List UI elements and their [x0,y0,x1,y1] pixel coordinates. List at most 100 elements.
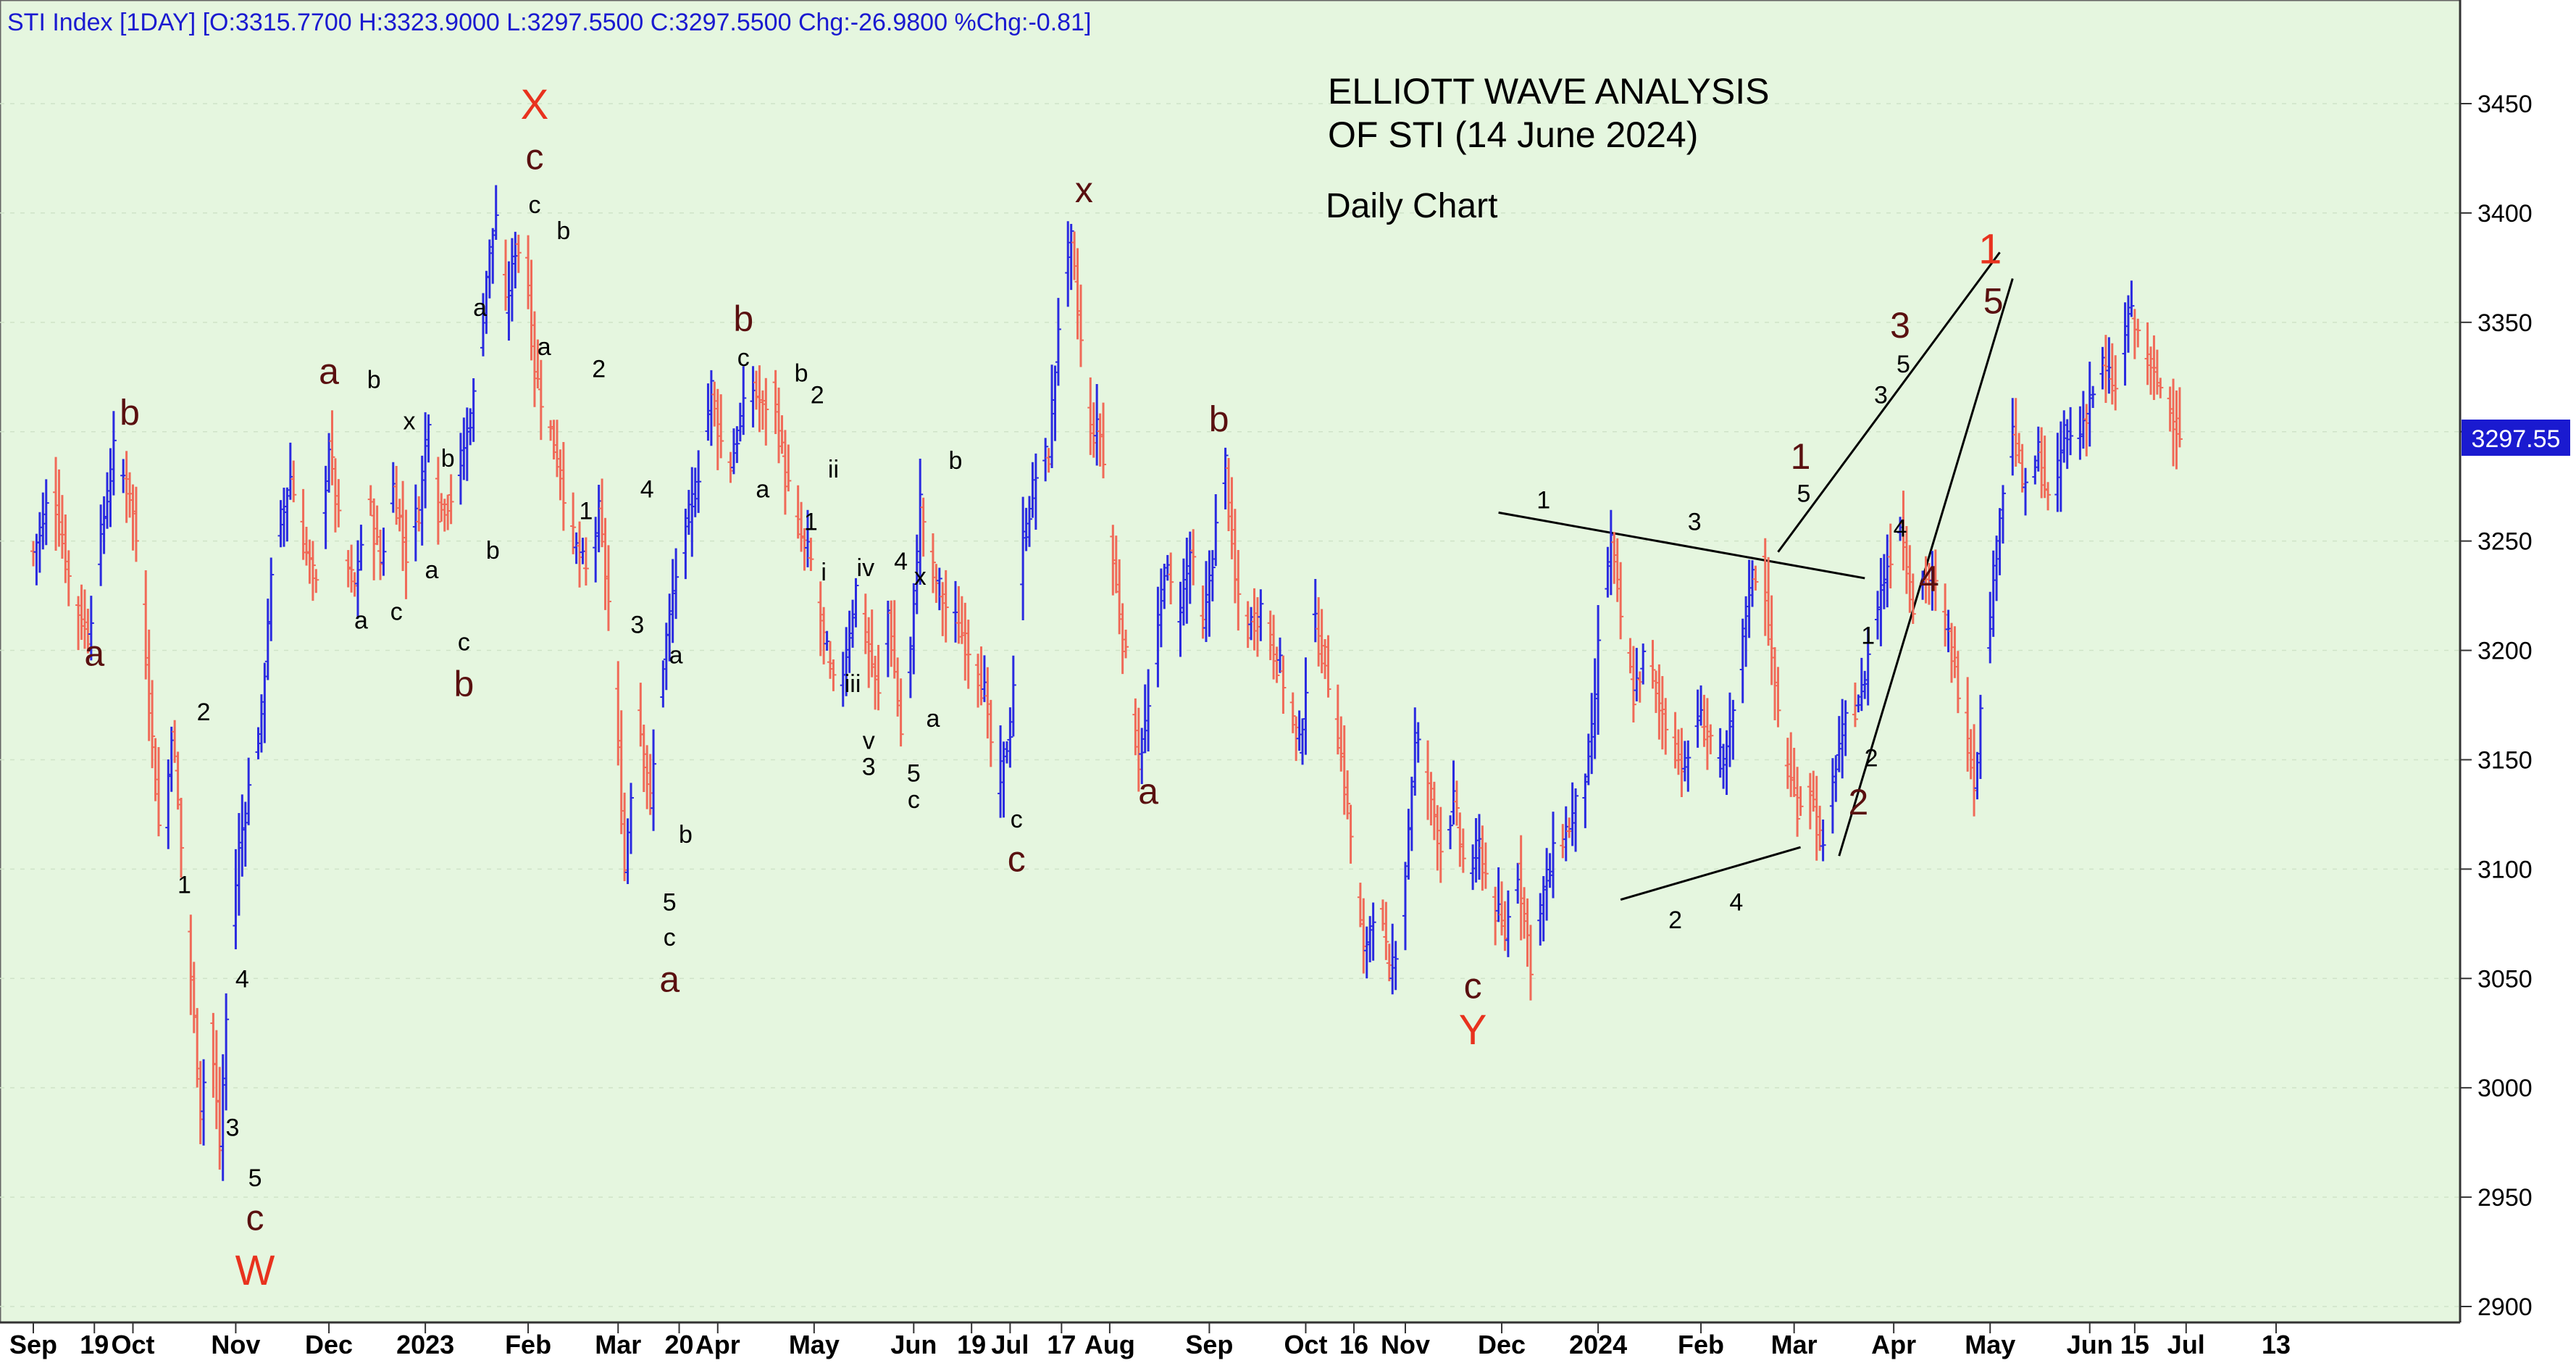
wave-label: a [84,633,104,674]
price-bar [1775,667,1781,728]
wave-label: 2 [1848,782,1868,822]
wave-label: c [390,598,403,625]
x-tick-label: Oct [1284,1330,1327,1359]
price-bar [1999,485,2006,544]
price-bar [1007,707,1013,768]
price-bar [917,458,924,586]
x-tick-label: Jul [2167,1330,2205,1359]
wave-label: 5 [1797,480,1811,507]
wave-label: Y [1459,1007,1487,1054]
wave-label: X [521,81,549,128]
wave-label: c [525,137,543,178]
y-tick-label: 2900 [2477,1293,2533,1321]
price-bar [88,596,94,661]
wave-label: iv [857,554,875,582]
wave-label: a [354,607,368,634]
wave-label: v [863,727,875,754]
wave-label: x [403,408,415,436]
price-bar [538,359,544,441]
y-tick-label: 3250 [2477,528,2533,556]
price-bar [425,414,432,463]
price-bar [1910,573,1916,624]
x-tick-label: Jun [890,1330,937,1359]
price-bar [1618,562,1624,640]
x-tick-label: Dec [305,1330,353,1359]
price-bar [1887,523,1894,589]
price-bar [1550,812,1557,899]
plot-background [0,0,2462,1324]
price-bar [1730,699,1736,760]
price-bar [1258,589,1264,641]
wave-label: 1 [804,509,818,536]
wave-label: 5 [663,889,677,917]
chart-title-line2: OF STI (14 June 2024) [1328,114,1698,155]
price-bar [1190,529,1197,586]
wave-label: c [1011,806,1023,833]
price-bar [1707,724,1714,754]
y-tick-label: 3450 [2477,91,2533,118]
price-bar [1123,629,1129,659]
price-bar [1068,223,1074,291]
price-bar [1168,552,1174,605]
wave-label: b [556,217,570,245]
x-tick-label: May [1965,1330,2015,1359]
price-bar [246,757,252,825]
price-bar [329,410,335,486]
wave-label: b [486,537,500,564]
price-bar [2135,318,2141,348]
price-bar [1100,402,1107,479]
wave-label: 3 [630,611,644,638]
last-price-badge [2462,420,2570,456]
price-bar [1820,819,1826,862]
x-tick-label: Mar [1771,1330,1818,1359]
wave-label: c [246,1197,264,1238]
wave-label: a [425,557,439,584]
price-bar [1274,646,1280,683]
x-tick-label: Apr [695,1330,740,1359]
price-bar [448,474,454,525]
chart-title: ELLIOTT WAVE ANALYSIS [1328,71,1769,112]
price-bar [651,729,657,831]
price-bar [1010,655,1016,737]
price-bar [1347,804,1354,864]
price-bar [1505,890,1511,957]
wave-label: b [795,359,808,387]
price-bar [628,783,635,854]
x-tick-label: May [789,1330,840,1359]
price-bar [155,746,162,837]
wave-label: 4 [235,965,249,993]
price-bar [570,492,577,554]
price-bar [380,528,387,576]
price-bar [708,370,714,446]
price-bar [2176,387,2183,448]
price-bar [201,1059,207,1146]
price-bar [718,394,724,459]
x-tick-label: 19 [957,1330,986,1359]
grid-layer [0,103,2460,1307]
wave-label: 5 [1897,351,1910,378]
wave-label: a [926,705,940,733]
price-bar [734,426,740,463]
x-tick-label: Sep [9,1330,57,1359]
price-bar [1865,629,1871,706]
x-tick-label: 13 [2262,1330,2291,1359]
price-bar [435,457,441,545]
price-bar [1145,669,1152,752]
price-bar [1663,698,1669,755]
price-bar [1977,694,1983,779]
wave-label: b [367,366,381,393]
wave-label: c [458,629,470,657]
price-bar [1235,549,1242,631]
wave-label: i [821,559,827,586]
price-bar [1649,640,1656,689]
wave-label: 3 [1688,509,1702,536]
wave-label: 4 [894,548,908,575]
wave-label: 1 [177,872,191,899]
price-bar [178,797,185,878]
price-bar [1842,700,1849,757]
wave-label: a [538,333,551,361]
price-bar [936,567,942,611]
y-tick-label: 2950 [2477,1184,2533,1212]
price-bar [1482,842,1489,889]
